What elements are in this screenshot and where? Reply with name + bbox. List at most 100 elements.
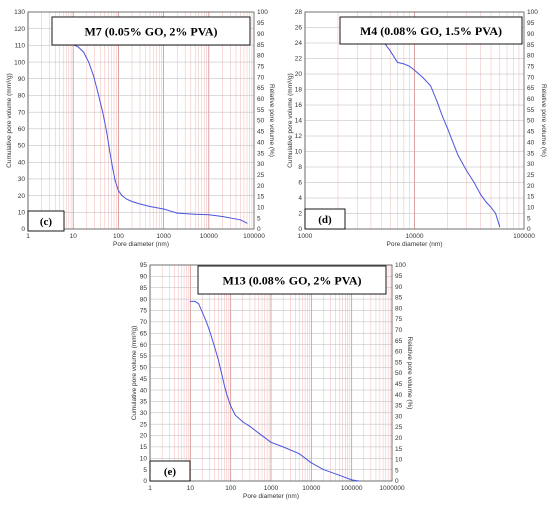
- y-tick-label: 50: [140, 365, 148, 372]
- y2-tick-label: 45: [395, 381, 403, 388]
- y2-tick-label: 10: [257, 205, 265, 212]
- data-point: [189, 300, 191, 302]
- x-axis-label: Pore diameter (nm): [113, 241, 169, 248]
- y2-tick-label: 50: [527, 118, 535, 125]
- y-tick-label: 70: [18, 109, 26, 116]
- series-line: [190, 300, 359, 482]
- y-tick-label: 26: [295, 25, 303, 32]
- data-point: [282, 446, 284, 448]
- y-tick-label: 10: [18, 210, 26, 217]
- y-tick-label: 75: [140, 308, 148, 315]
- y2-tick-label: 15: [395, 446, 403, 453]
- title-box: [197, 265, 387, 295]
- y2-tick-label: 55: [395, 359, 403, 366]
- series-line: [68, 43, 248, 224]
- data-point: [495, 213, 497, 214]
- y2-tick-label: 0: [527, 226, 531, 233]
- y2-tick-label: 40: [257, 139, 265, 146]
- y2-tick-label: 80: [395, 305, 403, 312]
- data-point: [194, 213, 196, 215]
- y2-tick-label: 95: [395, 273, 403, 280]
- y2-axis-label: Relative pore volume (%): [406, 337, 413, 410]
- y-tick-label: 14: [295, 118, 303, 125]
- data-point: [121, 195, 123, 197]
- data-point: [114, 180, 116, 182]
- y-tick-label: 5: [143, 467, 147, 474]
- data-point: [92, 74, 94, 76]
- data-point: [112, 168, 114, 170]
- y2-tick-label: 80: [527, 53, 535, 60]
- data-point: [436, 100, 438, 102]
- data-point: [466, 170, 468, 172]
- x-tick-label: 100000: [243, 233, 265, 240]
- y2-tick-label: 40: [395, 392, 403, 399]
- y-axis-label: Cumulative pore volume (mm³/g): [6, 73, 13, 168]
- panel-label-box: [149, 460, 191, 482]
- y2-tick-label: 5: [257, 215, 261, 222]
- data-point: [221, 216, 223, 217]
- x-tick-label: 10000: [200, 233, 218, 240]
- y2-tick-label: 15: [527, 194, 535, 201]
- y2-tick-label: 95: [257, 20, 265, 27]
- y-tick-label: 20: [18, 193, 26, 200]
- y2-tick-label: 60: [395, 349, 403, 356]
- data-point: [490, 206, 492, 208]
- y2-axis-label: Relative pore volume (%): [268, 84, 275, 157]
- x-tick-label: 1: [26, 233, 30, 240]
- y2-tick-label: 5: [395, 467, 399, 474]
- data-point: [422, 77, 424, 79]
- data-point: [430, 85, 431, 87]
- data-point: [485, 201, 487, 203]
- y-tick-label: 50: [18, 143, 26, 150]
- x-tick-label: 10000: [302, 485, 320, 492]
- title-box: [51, 16, 251, 46]
- x-tick-label: 10: [70, 233, 78, 240]
- y-tick-label: 8: [298, 164, 302, 171]
- y2-tick-label: 30: [257, 161, 265, 168]
- data-point: [208, 214, 210, 216]
- y2-tick-label: 85: [395, 295, 403, 302]
- data-point: [77, 46, 79, 48]
- y-tick-label: 0: [21, 226, 25, 233]
- data-point: [351, 479, 353, 481]
- y2-tick-label: 65: [395, 338, 403, 345]
- data-point: [163, 208, 165, 210]
- data-point: [242, 421, 244, 423]
- y2-tick-label: 25: [257, 172, 265, 179]
- y-tick-label: 30: [18, 176, 26, 183]
- data-point: [109, 151, 111, 153]
- plot-frame: [27, 11, 255, 230]
- y-tick-label: 20: [140, 433, 148, 440]
- data-point: [226, 394, 228, 396]
- y-tick-label: 30: [140, 410, 148, 417]
- data-point: [230, 405, 232, 407]
- chart-panel-1: 0102030405060708090100110120130051015202…: [6, 9, 275, 248]
- y-tick-label: 2: [298, 211, 302, 218]
- y-tick-label: 130: [14, 9, 25, 16]
- y-tick-label: 60: [140, 342, 148, 349]
- y2-tick-label: 85: [257, 42, 265, 49]
- x-tick-label: 1000: [156, 233, 171, 240]
- y2-tick-label: 70: [395, 327, 403, 334]
- y-tick-label: 120: [14, 26, 25, 33]
- y2-tick-label: 50: [257, 118, 265, 125]
- data-point: [139, 203, 141, 205]
- y2-tick-label: 75: [257, 63, 265, 70]
- x-tick-label: 10000: [405, 233, 423, 240]
- y-axis-label: Cumulative pore volume (mm³/g): [287, 73, 294, 168]
- y-tick-label: 10: [140, 455, 148, 462]
- panel-label: (d): [318, 214, 332, 226]
- data-point: [97, 91, 99, 93]
- data-point: [125, 198, 127, 200]
- data-point: [258, 432, 260, 434]
- y2-tick-label: 90: [257, 31, 265, 38]
- y-tick-label: 110: [15, 43, 26, 50]
- y2-tick-label: 30: [527, 161, 535, 168]
- y-tick-label: 4: [298, 195, 302, 202]
- data-point: [214, 346, 216, 348]
- y-tick-label: 25: [140, 421, 148, 428]
- data-point: [246, 222, 248, 224]
- y2-tick-label: 55: [527, 107, 535, 114]
- y2-tick-label: 65: [257, 85, 265, 92]
- y-tick-label: 40: [140, 387, 148, 394]
